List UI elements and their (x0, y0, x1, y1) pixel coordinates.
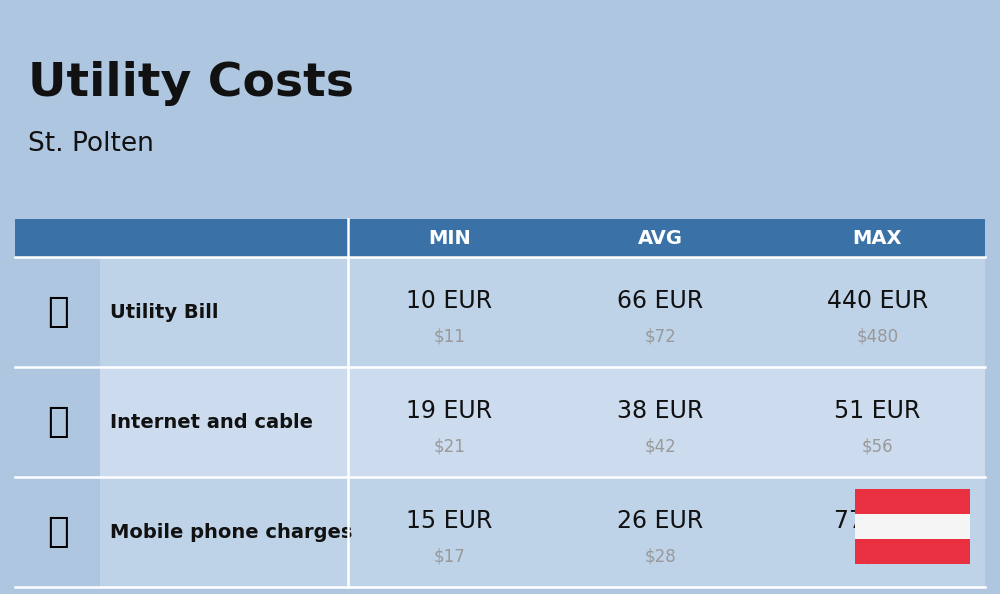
Text: 77 EUR: 77 EUR (834, 509, 920, 533)
Text: 🔌: 🔌 (47, 295, 68, 329)
Bar (15, 367, 100, 477)
Text: 19 EUR: 19 EUR (406, 399, 493, 423)
Bar (855, 539, 970, 564)
Text: 51 EUR: 51 EUR (834, 399, 921, 423)
Text: $480: $480 (856, 327, 898, 345)
Text: MAX: MAX (853, 229, 902, 248)
Bar (15, 257, 100, 367)
Text: $83: $83 (861, 547, 893, 565)
Bar (855, 489, 970, 514)
Text: MIN: MIN (428, 229, 471, 248)
Bar (855, 514, 970, 539)
Text: Internet and cable: Internet and cable (110, 412, 313, 431)
Text: 38 EUR: 38 EUR (617, 399, 704, 423)
Text: $11: $11 (434, 327, 465, 345)
Bar (15, 367, 985, 477)
Text: 15 EUR: 15 EUR (406, 509, 493, 533)
Text: AVG: AVG (638, 229, 683, 248)
Text: 📱: 📱 (47, 515, 68, 549)
Text: $42: $42 (645, 437, 676, 455)
Text: 440 EUR: 440 EUR (827, 289, 928, 313)
Bar (15, 219, 985, 257)
Text: Utility Bill: Utility Bill (110, 302, 219, 321)
Text: $17: $17 (434, 547, 465, 565)
Text: 📡: 📡 (47, 405, 68, 439)
Text: $72: $72 (645, 327, 676, 345)
Text: 26 EUR: 26 EUR (617, 509, 704, 533)
Text: 66 EUR: 66 EUR (617, 289, 704, 313)
Text: $56: $56 (862, 437, 893, 455)
Bar (15, 477, 985, 587)
Bar (15, 477, 100, 587)
Text: Utility Costs: Utility Costs (28, 62, 354, 106)
Text: St. Polten: St. Polten (28, 131, 154, 157)
Text: 10 EUR: 10 EUR (406, 289, 493, 313)
Bar (15, 257, 985, 367)
Text: $28: $28 (645, 547, 676, 565)
Text: Mobile phone charges: Mobile phone charges (110, 523, 353, 542)
Text: $21: $21 (434, 437, 465, 455)
